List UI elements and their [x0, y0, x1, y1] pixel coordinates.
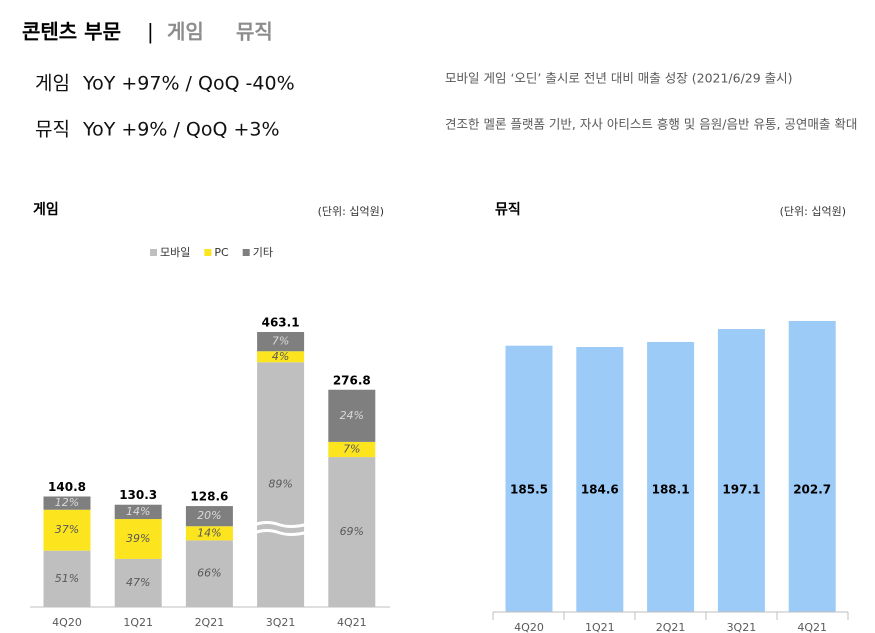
segment-label: 4%: [272, 350, 289, 363]
bar-segment: [114, 519, 162, 559]
total-label: 128.6: [190, 490, 228, 504]
tab[interactable]: 게임: [167, 20, 204, 44]
x-tick-label: 4Q21: [797, 621, 827, 633]
segment-label: 7%: [343, 442, 360, 455]
value-label: 185.5: [510, 483, 548, 497]
summary-label: 뮤직: [35, 119, 70, 141]
value-label: 197.1: [722, 483, 760, 497]
summary-note: 견조한 멜론 플랫폼 기반, 자사 아티스트 흥행 및 음원/음반 유통, 공연…: [445, 117, 857, 132]
segment-label: 14%: [126, 505, 150, 518]
legend-swatch: [242, 249, 250, 256]
axis-break: [254, 521, 307, 528]
bar: [717, 329, 765, 612]
axis-break: [254, 529, 307, 536]
legend-swatch: [150, 249, 157, 256]
tab[interactable]: 뮤직: [236, 20, 273, 44]
bar-segment: [43, 496, 91, 510]
segment-label: 89%: [268, 478, 292, 491]
summary-text: YoY +9% / QoQ +3%: [82, 119, 280, 141]
legend-swatch: [204, 249, 212, 256]
segment-label: 12%: [55, 496, 79, 509]
bar-segment: [328, 441, 376, 458]
total-label: 463.1: [262, 316, 300, 330]
legend-label: 모바일: [160, 245, 190, 259]
chart-title: 뮤직: [495, 201, 521, 218]
bar-segment: [257, 332, 305, 352]
segment-label: 66%: [197, 567, 221, 580]
bar: [576, 346, 624, 612]
x-tick-label: 3Q21: [727, 621, 757, 633]
bar-segment: [257, 362, 305, 607]
chart-title: 게임: [33, 202, 59, 218]
x-tick-label: 2Q21: [195, 616, 225, 629]
summary-text: YoY +97% / QoQ -40%: [82, 73, 295, 95]
x-tick-label: 4Q20: [52, 616, 82, 629]
bar-segment: [185, 526, 233, 541]
total-label: 130.3: [119, 488, 157, 502]
legend-label: 기타: [253, 246, 273, 259]
summary-label: 게임: [35, 73, 70, 95]
bar-segment: [43, 509, 91, 551]
segment-label: 14%: [197, 526, 221, 539]
x-tick-label: 1Q21: [123, 616, 153, 629]
segment-label: 37%: [55, 523, 79, 536]
bar-segment: [328, 457, 376, 607]
bar-segment: [328, 389, 376, 442]
bar-segment: [114, 558, 162, 607]
bar: [647, 341, 695, 612]
value-label: 202.7: [793, 483, 831, 497]
x-tick-label: 2Q21: [656, 621, 686, 633]
bar-segment: [43, 550, 91, 607]
x-tick-label: 1Q21: [585, 621, 615, 633]
summary-note: 모바일 게임 ‘오딘’ 출시로 전년 대비 매출 성장 (2021/6/29 출…: [445, 71, 793, 86]
segment-label: 51%: [55, 572, 79, 585]
segment-label: 39%: [126, 532, 150, 545]
segment-label: 47%: [126, 576, 150, 589]
bar-segment: [185, 540, 233, 607]
total-label: 276.8: [333, 373, 371, 387]
segment-label: 7%: [272, 335, 289, 348]
total-label: 140.8: [48, 480, 86, 494]
segment-label: 20%: [197, 509, 221, 522]
section-title: 콘텐츠 부문: [22, 20, 121, 44]
bar-segment: [114, 504, 162, 520]
value-label: 184.6: [581, 483, 619, 497]
legend-label: PC: [214, 246, 229, 259]
x-tick-label: 3Q21: [266, 616, 296, 629]
x-tick-label: 4Q21: [337, 616, 367, 629]
x-tick-label: 4Q20: [514, 621, 544, 633]
chart-unit: (단위: 십억원): [318, 205, 384, 218]
segment-label: 69%: [340, 525, 364, 538]
chart-unit: (단위: 십억원): [780, 205, 846, 218]
bar: [788, 321, 836, 612]
bar: [505, 345, 553, 612]
bar-segment: [185, 506, 233, 527]
segment-label: 24%: [340, 409, 364, 422]
separator: |: [147, 20, 154, 44]
value-label: 188.1: [652, 483, 690, 497]
bar-segment: [257, 351, 305, 363]
